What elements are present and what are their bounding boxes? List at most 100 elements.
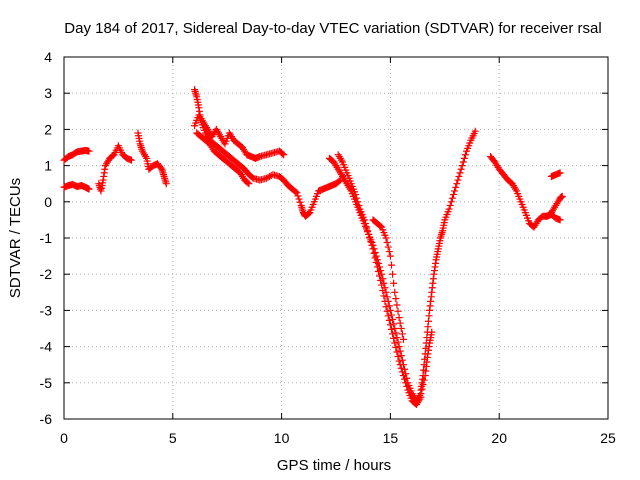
data-point	[391, 288, 399, 296]
data-point	[471, 127, 479, 135]
data-point	[382, 234, 390, 242]
data-point	[392, 344, 400, 352]
series-a	[60, 146, 93, 164]
y-tick-label: -4	[40, 339, 53, 355]
data-point	[295, 195, 303, 203]
data-point	[127, 156, 135, 164]
data-point	[392, 329, 400, 337]
y-axis-label: SDTVAR / TECUs	[7, 178, 24, 298]
data-point	[385, 248, 393, 256]
data-point	[390, 320, 398, 328]
data-point	[396, 319, 404, 327]
data-point	[389, 315, 397, 323]
y-tick-label: -5	[40, 375, 53, 391]
data-point	[383, 293, 391, 301]
data-point	[244, 179, 252, 187]
data-point	[162, 180, 170, 188]
data-point	[398, 356, 406, 364]
data-point	[380, 292, 388, 300]
data-point	[458, 162, 466, 170]
data-point	[361, 220, 369, 228]
x-tick-label: 20	[491, 430, 507, 446]
data-point	[85, 185, 93, 193]
grid	[64, 57, 608, 419]
data-point	[386, 321, 394, 329]
data-point	[365, 230, 373, 238]
data-point	[381, 297, 389, 305]
data-point	[457, 165, 465, 173]
data-point	[387, 311, 395, 319]
data-point	[370, 249, 378, 257]
data-point	[293, 189, 301, 197]
x-tick-label: 25	[600, 430, 616, 446]
data-point	[417, 393, 425, 401]
data-point	[393, 348, 401, 356]
y-tick-label: 1	[44, 158, 52, 174]
data-point	[397, 364, 405, 372]
data-point	[392, 295, 400, 303]
data-point	[387, 325, 395, 333]
series-c	[95, 142, 135, 195]
data-point	[371, 254, 379, 262]
series-d	[134, 129, 170, 188]
data-point	[362, 223, 370, 231]
data-point	[280, 151, 288, 159]
y-tick-label: -1	[40, 230, 53, 246]
data-point	[393, 301, 401, 309]
data-marks	[60, 86, 566, 409]
data-point	[354, 198, 362, 206]
x-tick-label: 0	[60, 430, 68, 446]
x-tick-label: 15	[383, 430, 399, 446]
data-point	[377, 277, 385, 285]
series-k	[417, 127, 479, 394]
data-point	[393, 334, 401, 342]
data-point	[451, 187, 459, 195]
data-point	[397, 352, 405, 360]
data-point	[394, 307, 402, 315]
data-point	[292, 188, 300, 196]
data-point	[446, 201, 454, 209]
data-point	[368, 241, 376, 249]
data-point	[395, 357, 403, 365]
y-tick-label: -6	[40, 411, 53, 427]
series-n	[543, 192, 566, 220]
data-point	[386, 306, 394, 314]
data-point	[378, 281, 386, 289]
data-point	[364, 227, 372, 235]
data-point	[447, 198, 455, 206]
series-f	[191, 111, 288, 162]
data-point	[390, 334, 398, 342]
series-g	[193, 129, 253, 188]
data-point	[558, 192, 566, 200]
data-point	[157, 164, 165, 172]
y-tick-label: -3	[40, 302, 53, 318]
data-point	[335, 177, 343, 185]
data-point	[373, 263, 381, 271]
y-tick-label: 0	[44, 194, 52, 210]
data-point	[383, 307, 391, 315]
data-point	[399, 372, 407, 380]
data-point	[85, 147, 93, 155]
data-point	[385, 316, 393, 324]
data-point	[389, 270, 397, 278]
data-point	[453, 180, 461, 188]
data-point	[556, 216, 564, 224]
data-point	[386, 252, 394, 260]
data-point	[384, 312, 392, 320]
data-point	[369, 245, 377, 253]
data-point	[445, 205, 453, 213]
data-point	[366, 234, 374, 242]
data-point	[382, 303, 390, 311]
data-point	[360, 216, 368, 224]
x-tick-label: 10	[274, 430, 290, 446]
series-b	[60, 180, 93, 193]
data-point	[391, 339, 399, 347]
data-point	[398, 368, 406, 376]
data-point	[352, 191, 360, 199]
series-j	[369, 216, 407, 343]
data-point	[296, 198, 304, 206]
data-point	[389, 330, 397, 338]
data-point	[460, 154, 468, 162]
